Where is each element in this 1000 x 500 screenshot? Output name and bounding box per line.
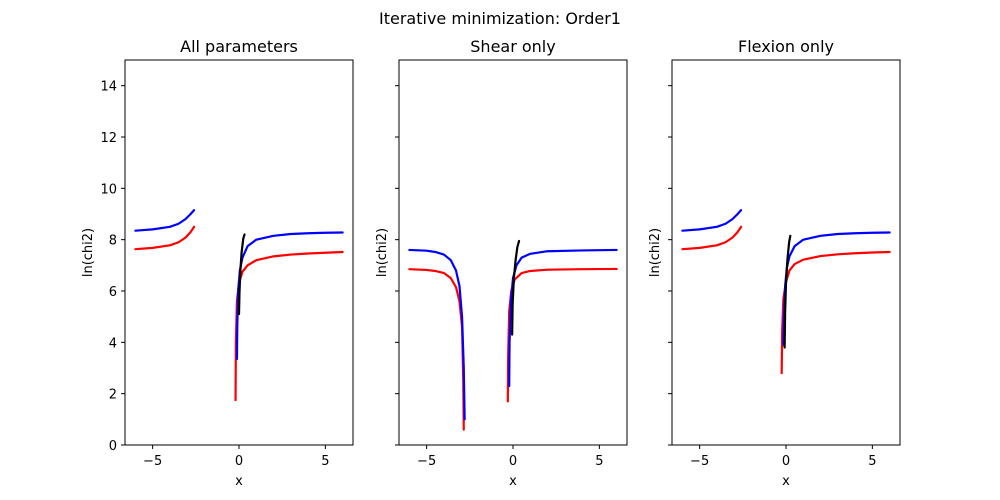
x-axis-label: x (509, 474, 517, 489)
x-tick-label: −5 (690, 454, 709, 469)
x-tick-label: 5 (595, 454, 603, 469)
panel-1: −5 0 5 0 2 4 6 8 10 12 14 All parameters x ln(chi2) (81, 37, 354, 489)
plot-area (408, 239, 618, 431)
x-tick-label: 5 (868, 454, 876, 469)
series-line-3 (408, 248, 466, 421)
series-line-3 (681, 209, 743, 232)
x-tick-label: −5 (417, 454, 436, 469)
y-tick-label: 14 (100, 80, 117, 95)
panel-2: −5 0 5 Shear only x ln(chi2) (375, 37, 628, 489)
series-line-2 (506, 267, 618, 403)
series-line-5 (237, 233, 246, 316)
x-tick-label: 5 (321, 454, 329, 469)
x-tick-label: 0 (509, 454, 517, 469)
panel-title: Shear only (470, 37, 555, 56)
y-tick-label: 12 (100, 131, 117, 146)
series-line-1 (408, 268, 465, 431)
y-axis-label: ln(chi2) (648, 228, 663, 277)
plot-area (681, 209, 891, 375)
panel-title: All parameters (180, 37, 298, 56)
x-tick-label: 0 (782, 454, 790, 469)
series-line-4 (508, 248, 618, 388)
y-tick-label: 2 (109, 388, 117, 403)
y-tick-label: 10 (100, 182, 117, 197)
panel-title: Flexion only (738, 37, 834, 56)
series-line-1 (681, 225, 743, 251)
series-line-4 (235, 231, 344, 361)
series-line-2 (234, 250, 344, 402)
y-tick-label: 0 (109, 439, 117, 454)
series-line-5 (783, 234, 792, 349)
x-tick-label: 0 (235, 454, 243, 469)
series-line-3 (134, 209, 196, 232)
y-tick-label: 8 (109, 234, 117, 249)
y-tick-label: 6 (109, 285, 117, 300)
y-tick-label: 4 (109, 336, 117, 351)
series-line-4 (782, 231, 891, 346)
x-axis-label: x (235, 474, 243, 489)
panel-3: −5 0 5 Flexion only x ln(chi2) (648, 37, 901, 489)
figure-suptitle: Iterative minimization: Order1 (379, 9, 621, 28)
x-tick-label: −5 (143, 454, 162, 469)
x-axis-label: x (782, 474, 790, 489)
series-line-5 (511, 239, 521, 336)
y-axis-label: ln(chi2) (375, 228, 390, 277)
plot-area (134, 209, 344, 402)
series-line-1 (134, 225, 196, 251)
series-line-2 (780, 250, 891, 375)
y-axis-label: ln(chi2) (81, 228, 96, 277)
